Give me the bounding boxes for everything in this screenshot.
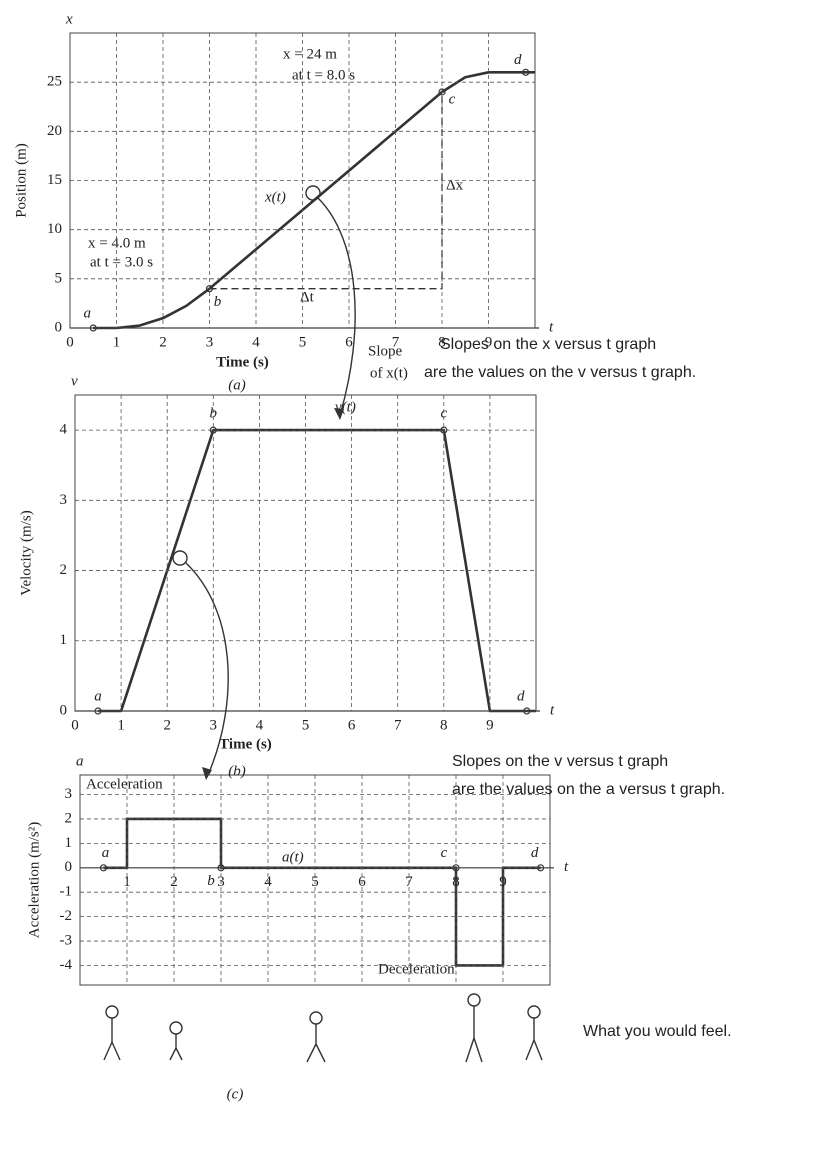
y-tick-label: 2 bbox=[65, 810, 73, 826]
x-axis-symbol: t bbox=[549, 319, 554, 335]
point-label: d bbox=[514, 52, 522, 68]
note: Slopes on the v versus t graph bbox=[452, 753, 668, 770]
y-tick-label: 10 bbox=[47, 221, 62, 237]
note: are the values on the v versus t graph. bbox=[424, 364, 696, 381]
annotation: Δt bbox=[300, 289, 315, 305]
stick-figures bbox=[104, 994, 542, 1062]
y-tick-label: 15 bbox=[47, 172, 62, 188]
annotation: Deceleration bbox=[378, 961, 455, 977]
y-tick-label: 1 bbox=[60, 632, 68, 648]
y-tick-label: -4 bbox=[60, 957, 73, 973]
x-tick-label: 1 bbox=[113, 334, 121, 350]
x-tick-label: 3 bbox=[210, 717, 218, 733]
x-tick-label: 2 bbox=[159, 334, 167, 350]
x-tick-label: 9 bbox=[486, 717, 494, 733]
x-tick-label: 4 bbox=[252, 334, 260, 350]
point-label: b bbox=[207, 873, 215, 889]
point-label: d bbox=[531, 845, 539, 861]
annotation: Δx bbox=[446, 177, 464, 193]
arrow bbox=[318, 198, 355, 415]
caption: (c) bbox=[227, 1086, 244, 1102]
x-tick-label: 8 bbox=[440, 717, 448, 733]
slope-circle bbox=[173, 551, 187, 565]
x-axis-label: Time (s) bbox=[216, 354, 269, 370]
y-tick-label: 3 bbox=[65, 786, 73, 802]
point-label: a bbox=[102, 845, 110, 861]
y-tick-label: -1 bbox=[60, 884, 73, 900]
note: What you would feel. bbox=[583, 1023, 732, 1040]
x-tick-label: 0 bbox=[71, 717, 79, 733]
annotation: at t = 3.0 s bbox=[90, 254, 153, 270]
y-axis-label: Acceleration (m/s²) bbox=[26, 822, 42, 939]
x-tick-label: 5 bbox=[299, 334, 307, 350]
y-tick-label: 4 bbox=[60, 422, 68, 438]
y-axis-label: Position (m) bbox=[13, 143, 29, 218]
caption: (a) bbox=[228, 377, 246, 393]
point-label: c bbox=[441, 845, 448, 861]
x-tick-label: 7 bbox=[394, 717, 402, 733]
x-axis-label: Time (s) bbox=[219, 736, 272, 752]
x-tick-label: 5 bbox=[302, 717, 310, 733]
x-tick-label: 3 bbox=[206, 334, 214, 350]
note: Slope bbox=[368, 343, 403, 359]
stick-figure bbox=[526, 1006, 542, 1060]
caption: (b) bbox=[228, 763, 246, 779]
note: Slopes on the x versus t graph bbox=[440, 336, 656, 353]
y-tick-label: 2 bbox=[60, 562, 68, 578]
x-tick-label: 2 bbox=[163, 717, 171, 733]
y-tick-label: 0 bbox=[65, 859, 73, 875]
point-label: a bbox=[84, 305, 92, 321]
stick-figure bbox=[104, 1006, 120, 1060]
note: of x(t) bbox=[370, 365, 408, 381]
note: are the values on the a versus t graph. bbox=[452, 781, 725, 798]
x-tick-label: 1 bbox=[117, 717, 125, 733]
x-axis-symbol: t bbox=[550, 702, 555, 718]
annotation: x = 24 m bbox=[283, 46, 337, 62]
y-tick-label: -3 bbox=[60, 932, 73, 948]
annotation: Acceleration bbox=[86, 776, 163, 792]
x-tick-label: 4 bbox=[256, 717, 264, 733]
figure: Deceleration Acceleration d c b a a(t) (c) Accel… bbox=[0, 0, 828, 1169]
y-tick-label: 0 bbox=[60, 702, 68, 718]
stick-figure bbox=[307, 1012, 325, 1062]
point-label: d bbox=[517, 688, 525, 704]
point-label: c bbox=[449, 91, 456, 107]
y-axis-symbol: x bbox=[65, 11, 73, 27]
series-label: x(t) bbox=[264, 189, 286, 205]
y-tick-label: 25 bbox=[47, 74, 62, 90]
x-tick-label: 6 bbox=[345, 334, 353, 350]
y-axis-symbol: v bbox=[71, 373, 78, 389]
point-label: b bbox=[214, 294, 222, 310]
stick-figure bbox=[170, 1022, 182, 1060]
y-tick-label: 0 bbox=[55, 319, 63, 335]
y-tick-label: -2 bbox=[60, 908, 73, 924]
stick-figure bbox=[466, 994, 482, 1062]
slope-arrows bbox=[173, 186, 355, 780]
annotation: at t = 8.0 s bbox=[292, 67, 355, 83]
y-tick-label: 1 bbox=[65, 835, 73, 851]
y-axis-label: Velocity (m/s) bbox=[18, 510, 34, 595]
x-tick-label: 0 bbox=[66, 334, 74, 350]
x-axis-symbol: t bbox=[564, 859, 569, 875]
series-label: a(t) bbox=[282, 849, 304, 865]
y-tick-label: 3 bbox=[60, 492, 68, 508]
y-tick-label: 5 bbox=[55, 270, 63, 286]
y-axis-symbol: a bbox=[76, 753, 84, 769]
annotation: x = 4.0 m bbox=[88, 235, 146, 251]
y-tick-label: 20 bbox=[47, 123, 62, 139]
slope-circle bbox=[306, 186, 320, 200]
point-label: a bbox=[94, 688, 102, 704]
x-tick-label: 6 bbox=[348, 717, 356, 733]
